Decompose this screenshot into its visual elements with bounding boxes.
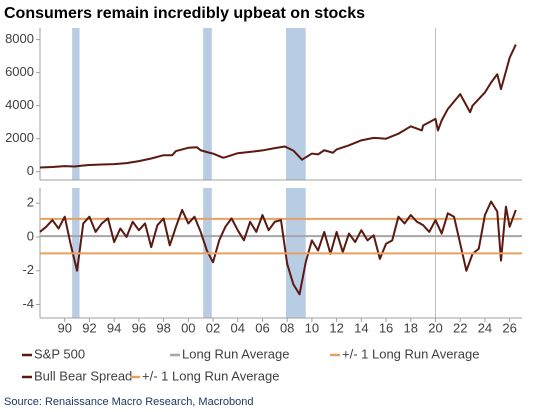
y-tick-label: -4 bbox=[22, 296, 34, 311]
x-tick-label: 18 bbox=[404, 320, 418, 335]
x-tick-label: 00 bbox=[181, 320, 195, 335]
x-tick-label: 04 bbox=[231, 320, 245, 335]
x-tick-label: 16 bbox=[379, 320, 393, 335]
shaded-range bbox=[203, 28, 212, 180]
x-tick-label: 22 bbox=[453, 320, 467, 335]
x-tick-label: 14 bbox=[354, 320, 368, 335]
shaded-range bbox=[72, 28, 80, 180]
chart-title: Consumers remain incredibly upbeat on st… bbox=[4, 5, 365, 22]
x-tick-label: 96 bbox=[132, 320, 146, 335]
legend-label: Bull Bear Spread bbox=[34, 368, 132, 383]
y-tick-label: 0 bbox=[27, 163, 34, 178]
x-tick-label: 02 bbox=[206, 320, 220, 335]
shaded-range bbox=[285, 28, 306, 180]
y-tick-label: 8000 bbox=[5, 31, 34, 46]
y-tick-label: -2 bbox=[22, 262, 34, 277]
y-tick-label: 2 bbox=[27, 195, 34, 210]
y-tick-label: 2000 bbox=[5, 130, 34, 145]
source: Source: Renaissance Macro Research, Macr… bbox=[4, 396, 253, 408]
x-tick-label: 94 bbox=[107, 320, 121, 335]
x-tick-label: 06 bbox=[255, 320, 269, 335]
y-tick-label: 6000 bbox=[5, 64, 34, 79]
legend-label: Long Run Average bbox=[182, 346, 289, 361]
x-tick-label: 10 bbox=[305, 320, 319, 335]
legend-label: S&P 500 bbox=[34, 346, 85, 361]
x-tick-label: 08 bbox=[280, 320, 294, 335]
y-tick-label: 4000 bbox=[5, 97, 34, 112]
legend-label: +/- 1 Long Run Average bbox=[142, 368, 279, 383]
x-tick-label: 24 bbox=[478, 320, 492, 335]
x-tick-label: 90 bbox=[57, 320, 71, 335]
x-tick-label: 92 bbox=[82, 320, 96, 335]
x-tick-label: 26 bbox=[502, 320, 516, 335]
series-line bbox=[39, 200, 517, 296]
legend-label: +/- 1 Long Run Average bbox=[342, 346, 479, 361]
series-line bbox=[39, 44, 517, 169]
x-tick-label: 98 bbox=[156, 320, 170, 335]
y-tick-label: 0 bbox=[27, 228, 34, 243]
x-tick-label: 12 bbox=[329, 320, 343, 335]
x-tick-label: 20 bbox=[428, 320, 442, 335]
